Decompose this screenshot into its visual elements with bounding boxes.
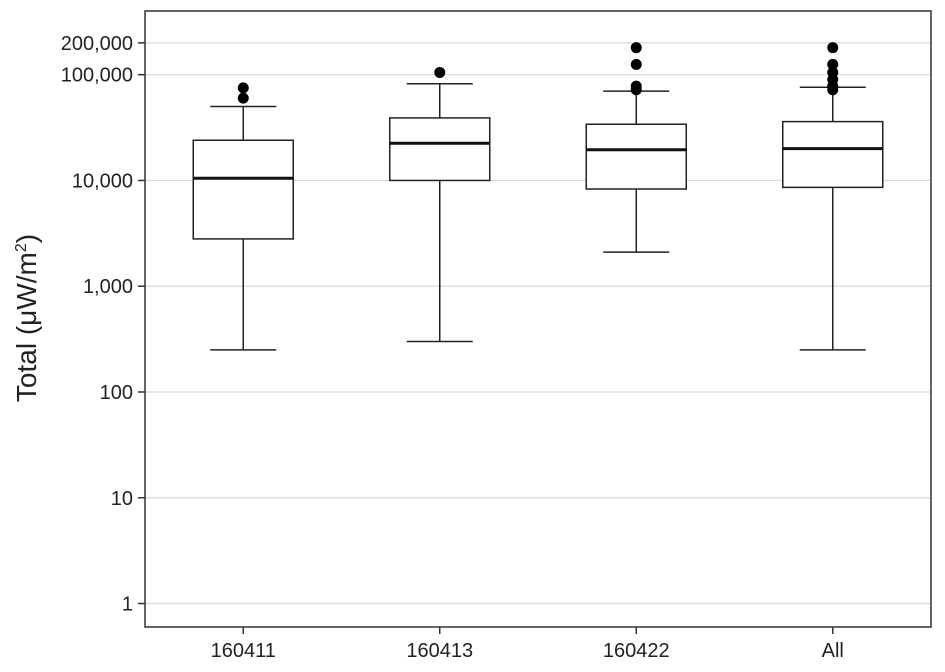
boxes bbox=[192, 42, 884, 351]
iqr-box bbox=[192, 139, 294, 240]
y-tick-label: 10,000 bbox=[72, 170, 133, 192]
y-tick-label: 1,000 bbox=[83, 276, 133, 298]
y-axis-title: Total (μW/m2) bbox=[11, 234, 42, 402]
y-axis-title-superscript: 2 bbox=[13, 243, 30, 252]
box-160422 bbox=[585, 42, 687, 253]
x-tick-label: 160411 bbox=[211, 640, 276, 662]
outlier-point bbox=[827, 66, 839, 78]
iqr-box bbox=[782, 120, 884, 189]
y-tick-label: 10 bbox=[111, 488, 133, 510]
outlier-point bbox=[630, 80, 642, 92]
iqr-box bbox=[389, 117, 491, 182]
y-axis-ticks: 1 10 100 1,000 10,000 100,000 200,000 bbox=[61, 33, 145, 616]
box-160413 bbox=[389, 66, 491, 343]
iqr-box bbox=[585, 123, 687, 190]
outlier-point bbox=[630, 58, 642, 70]
x-tick-label: 160422 bbox=[603, 640, 670, 662]
plot-frame bbox=[144, 10, 932, 628]
y-tick-label: 1 bbox=[122, 594, 133, 616]
x-tick-label: All bbox=[822, 640, 844, 662]
outlier-point bbox=[237, 82, 249, 94]
y-tick-label: 100 bbox=[100, 382, 133, 404]
outlier-point bbox=[827, 58, 839, 70]
box-160411 bbox=[192, 82, 294, 351]
outlier-point bbox=[237, 92, 249, 104]
x-axis-ticks: 160411 160413 160422 All bbox=[211, 627, 844, 662]
outlier-point bbox=[434, 66, 446, 78]
box-All bbox=[782, 42, 884, 351]
outlier-point bbox=[827, 42, 839, 54]
y-tick-label: 100,000 bbox=[61, 65, 133, 87]
y-tick-label: 200,000 bbox=[61, 33, 133, 55]
outlier-point bbox=[630, 42, 642, 54]
x-tick-label: 160413 bbox=[406, 640, 473, 662]
